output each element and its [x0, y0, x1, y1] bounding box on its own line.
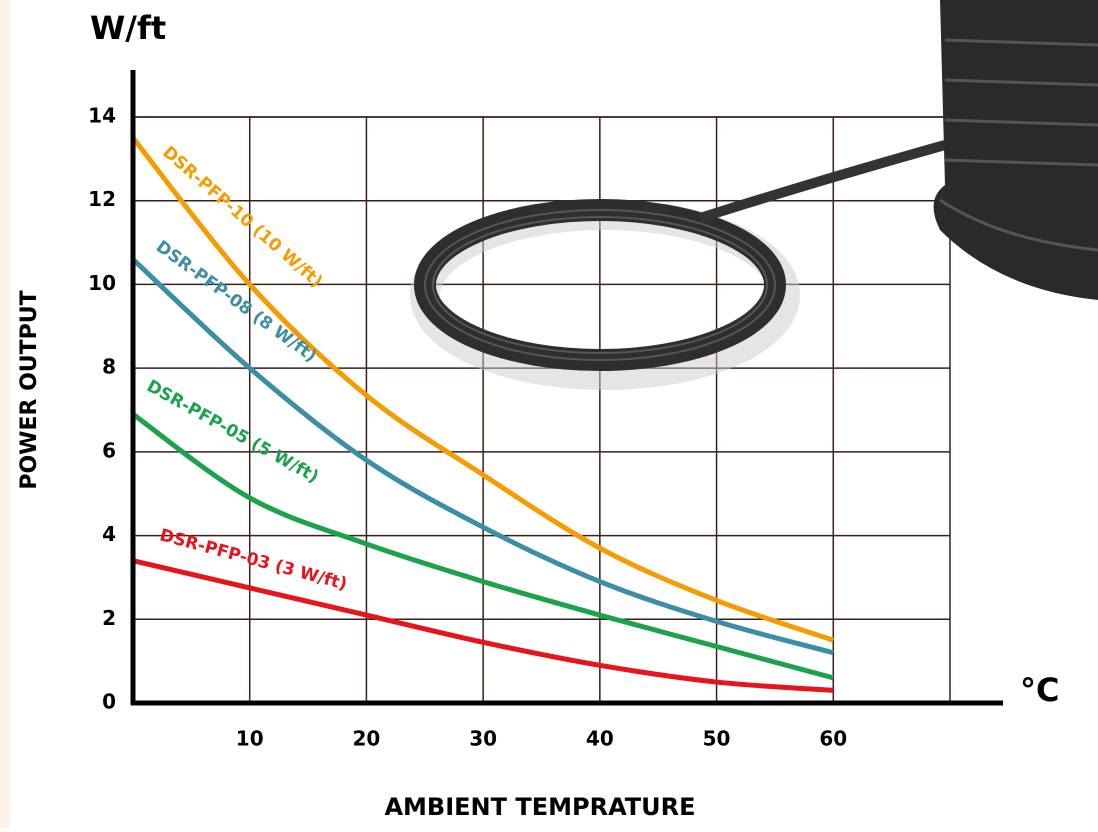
y-tick-label: 2 — [102, 606, 116, 630]
y-tick-label: 0 — [102, 690, 116, 714]
x-tick-label: 50 — [703, 727, 731, 751]
y-tick-label: 8 — [102, 355, 116, 379]
chart: DSR-PFP-10 (10 W/ft)DSR-PFP-08 (8 W/ft)D… — [0, 0, 1098, 828]
y-tick-label: 6 — [102, 438, 116, 462]
x-unit: °C — [1020, 671, 1059, 709]
x-tick-label: 40 — [586, 727, 614, 751]
y-tick-label: 4 — [102, 522, 116, 546]
y-unit: W/ft — [90, 9, 166, 47]
x-tick-label: 20 — [353, 727, 381, 751]
edge-strip — [0, 0, 10, 828]
series-label: DSR-PFP-05 (5 W/ft) — [143, 376, 322, 487]
y-tick-label: 12 — [88, 187, 116, 211]
y-tick-label: 14 — [88, 104, 116, 128]
x-tick-label: 30 — [469, 727, 497, 751]
y-tick-label: 10 — [88, 271, 116, 295]
x-axis-label: AMBIENT TEMPRATURE — [384, 793, 695, 821]
x-tick-label: 60 — [819, 727, 847, 751]
y-axis-label: POWER OUTPUT — [17, 290, 42, 489]
cable-image — [425, 0, 1098, 375]
x-tick-label: 10 — [236, 727, 264, 751]
